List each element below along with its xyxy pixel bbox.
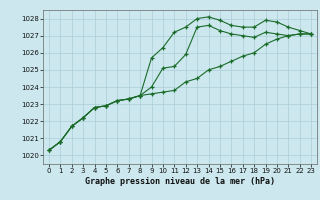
X-axis label: Graphe pression niveau de la mer (hPa): Graphe pression niveau de la mer (hPa): [85, 177, 275, 186]
